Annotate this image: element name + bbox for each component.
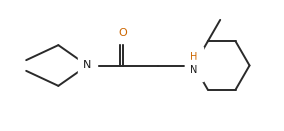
- Text: N: N: [83, 61, 92, 70]
- Text: N: N: [190, 65, 198, 75]
- Text: O: O: [118, 28, 127, 38]
- Text: H: H: [190, 52, 198, 62]
